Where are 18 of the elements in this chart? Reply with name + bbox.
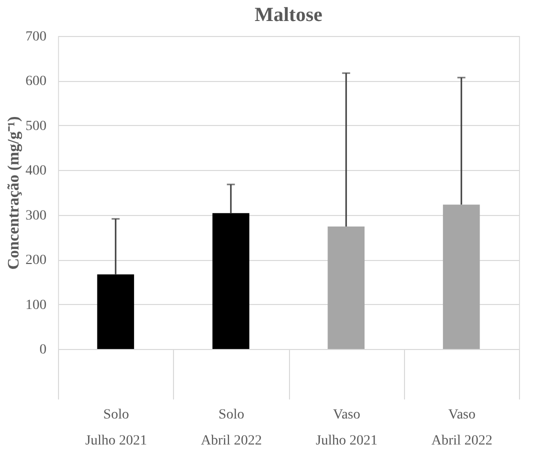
y-axis-title: Concentração (mg/g⁻¹)	[6, 116, 22, 270]
y-tick-label: 700	[26, 30, 46, 44]
bar	[212, 213, 250, 349]
chart-title: Maltose	[254, 4, 322, 26]
bar	[97, 274, 134, 349]
x-tick-label: Vaso Julho 2021	[316, 408, 378, 448]
y-tick-label: 200	[26, 253, 46, 268]
y-tick-label: 100	[26, 298, 46, 313]
bar	[328, 226, 365, 349]
y-tick-label: 600	[26, 74, 46, 90]
x-tick-label: Vaso Abril 2022	[431, 408, 492, 448]
bar	[442, 204, 480, 349]
y-tick-label: 500	[26, 118, 46, 134]
x-tick-label: Solo Julho 2021	[85, 408, 148, 448]
y-tick-label: 300	[26, 208, 46, 224]
y-tick-label: 400	[26, 164, 46, 179]
y-tick-label: 0	[40, 342, 46, 358]
x-tick-label: Solo Abril 2022	[200, 408, 262, 448]
